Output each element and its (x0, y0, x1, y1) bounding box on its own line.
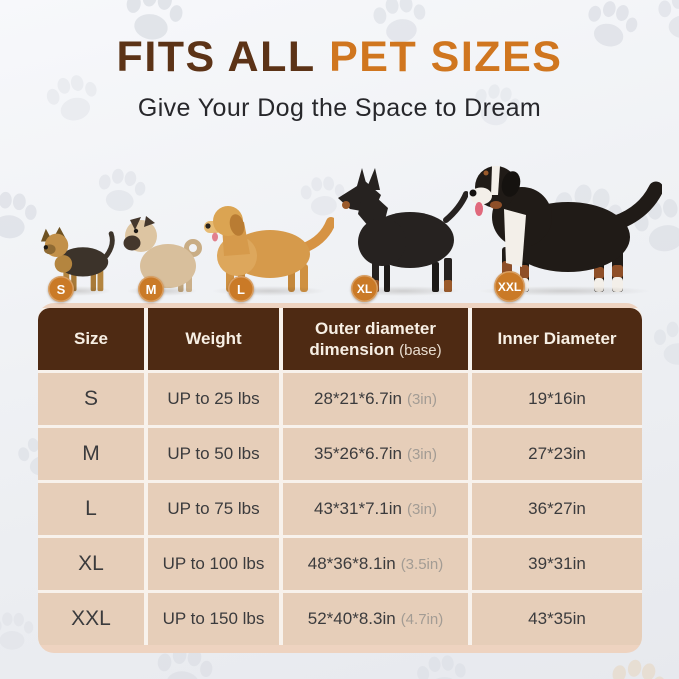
outer-dimension-note: (3in) (406, 500, 437, 518)
dog-golden-retriever (204, 200, 334, 296)
title-left: FITS ALL (116, 33, 316, 81)
page-title: FITS ALL PET SIZES (0, 36, 679, 79)
col-header-weight: Weight (148, 308, 279, 370)
dog-yorkshire-terrier (40, 226, 116, 296)
cell-size-m: M (38, 428, 144, 480)
outer-dimension: 52*40*8.3in (307, 609, 396, 628)
cell-outer-m: 35*26*6.7in (3in) (283, 428, 468, 480)
outer-dimension: 35*26*6.7in (314, 444, 402, 463)
cell-weight-m: UP to 50 lbs (148, 428, 279, 480)
cell-inner-s: 19*16in (472, 373, 642, 425)
golden-retriever-illustration (204, 206, 334, 292)
cell-outer-s: 28*21*6.7in (3in) (283, 373, 468, 425)
cell-weight-s: UP to 25 lbs (148, 373, 279, 425)
bernese-mountain-dog-illustration (469, 166, 662, 292)
dog-pug (122, 212, 202, 296)
dog-shadow (211, 286, 327, 296)
outer-dimension: 48*36*8.1in (307, 554, 396, 573)
size-chart-table: Size Weight Outer diameter dimension (ba… (38, 303, 642, 653)
cell-weight-l: UP to 75 lbs (148, 483, 279, 535)
cell-size-l: L (38, 483, 144, 535)
header-note: (base) (399, 341, 442, 359)
dog-shadow (345, 286, 461, 296)
cell-inner-xl: 39*31in (472, 538, 642, 590)
cell-outer-xxl: 52*40*8.3in (4.7in) (283, 593, 468, 645)
outer-dimension-note: (3in) (406, 445, 437, 463)
cell-size-s: S (38, 373, 144, 425)
size-badge-s: S (48, 276, 74, 302)
cell-inner-l: 36*27in (472, 483, 642, 535)
header-label: Outer diameter dimension (309, 318, 436, 359)
outer-dimension-note: (4.7in) (400, 610, 444, 628)
pug-illustration (123, 216, 202, 292)
size-badge-m: M (138, 276, 164, 302)
outer-dimension-note: (3in) (406, 390, 437, 408)
col-header-outer-diameter: Outer diameter dimension (base) (283, 308, 468, 370)
cell-weight-xl: UP to 100 lbs (148, 538, 279, 590)
cell-inner-m: 27*23in (472, 428, 642, 480)
cell-inner-xxl: 43*35in (472, 593, 642, 645)
header-label: Size (73, 329, 109, 349)
paw-print-icon (648, 312, 679, 377)
outer-dimension: 43*31*7.1in (314, 499, 402, 518)
cell-outer-l: 43*31*7.1in (3in) (283, 483, 468, 535)
dog-size-lineup: S M L XL XXL (38, 146, 662, 302)
outer-dimension: 28*21*6.7in (314, 389, 402, 408)
header-label: Inner Diameter (497, 329, 617, 349)
cell-size-xxl: XXL (38, 593, 144, 645)
paw-print-icon (0, 604, 38, 661)
dog-shadow (477, 286, 651, 296)
yorkshire-terrier-illustration (40, 226, 115, 292)
size-badge-l: L (228, 276, 254, 302)
page-subtitle: Give Your Dog the Space to Dream (137, 94, 542, 122)
dog-doberman-pinscher (338, 168, 468, 296)
col-header-inner-diameter: Inner Diameter (472, 308, 642, 370)
col-header-size: Size (38, 308, 144, 370)
cell-weight-xxl: UP to 150 lbs (148, 593, 279, 645)
cell-size-xl: XL (38, 538, 144, 590)
doberman-illustration (338, 168, 468, 292)
size-badge-xl: XL (351, 275, 378, 302)
cell-outer-xl: 48*36*8.1in (3.5in) (283, 538, 468, 590)
size-badge-xxl: XXL (494, 271, 525, 302)
outer-dimension-note: (3.5in) (400, 555, 444, 573)
dog-shadow (44, 286, 112, 296)
title-right: PET SIZES (329, 33, 563, 81)
header-label: Weight (185, 329, 242, 349)
dog-bernese-mountain-dog (466, 159, 662, 296)
